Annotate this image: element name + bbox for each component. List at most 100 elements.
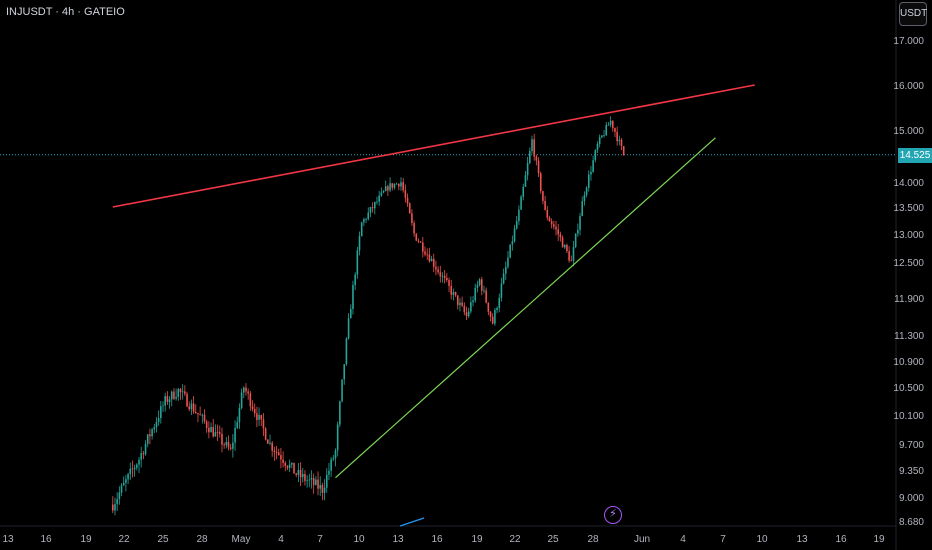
candle-body — [306, 480, 308, 482]
candle-body — [153, 427, 156, 430]
candle-body — [419, 241, 422, 243]
candle-body — [186, 393, 188, 407]
candle-body — [299, 469, 302, 478]
candle-body — [518, 209, 520, 222]
candle-body — [563, 244, 566, 248]
candle-body — [524, 175, 527, 187]
candle-body — [542, 191, 544, 201]
candle-body — [387, 186, 389, 191]
candle-body — [194, 411, 197, 413]
candle-body — [229, 447, 232, 449]
candle-body — [260, 415, 263, 420]
candle-body — [406, 197, 409, 204]
resistance-trendline[interactable] — [112, 84, 755, 208]
candle-body — [448, 279, 450, 286]
candle-body — [592, 160, 594, 172]
candle-body — [531, 139, 533, 152]
candle-body — [212, 427, 215, 437]
candle-body — [494, 310, 496, 324]
candle-body — [480, 279, 483, 291]
candle-body — [146, 434, 149, 444]
candle-body — [256, 413, 258, 420]
candle-body — [315, 479, 317, 485]
candle-body — [245, 387, 247, 392]
candle-body — [437, 269, 439, 273]
candle-body — [347, 318, 350, 339]
candle-body — [210, 427, 212, 433]
candle-body — [583, 195, 586, 202]
candle-body — [555, 226, 557, 230]
symbol-title[interactable]: INJUSDT · 4h · GATEIO — [6, 6, 125, 18]
candle-body — [603, 135, 605, 137]
candle-body — [367, 212, 370, 220]
time-tick-label: 13 — [796, 534, 808, 545]
time-tick-label: 7 — [317, 534, 323, 545]
time-tick-label: 4 — [680, 534, 686, 545]
candle-body — [472, 300, 474, 303]
time-tick-label: 16 — [835, 534, 847, 545]
candle-body — [620, 139, 623, 147]
candle-body — [566, 244, 568, 252]
candle-body — [522, 186, 525, 197]
candle-body — [225, 441, 228, 446]
candle-body — [308, 479, 311, 481]
candle-body — [339, 401, 341, 425]
candle-body — [568, 251, 570, 261]
time-tick-label: May — [232, 534, 251, 545]
candle-body — [273, 450, 276, 453]
candle-body — [312, 478, 315, 485]
price-axis[interactable]: 17.000 16.000 15.000 14.000 13.500 13.000 12.5… — [893, 36, 924, 528]
candle-body — [598, 137, 601, 144]
candle-body — [131, 468, 134, 470]
candle-body — [529, 151, 531, 163]
candle-body — [138, 459, 140, 465]
candle-body — [456, 295, 459, 306]
candle-body — [498, 297, 501, 308]
price-tick-label: 17.000 — [893, 36, 924, 47]
candle-body — [234, 427, 236, 443]
candle-body — [280, 455, 282, 460]
candle-body — [537, 160, 540, 174]
candle-body — [400, 182, 402, 187]
currency-unit-button[interactable]: USDT — [899, 2, 927, 26]
price-tick-label: 9.350 — [899, 466, 924, 477]
candle-body — [483, 290, 485, 292]
lightning-icon[interactable]: ⚡ — [604, 506, 622, 524]
support-trendline[interactable] — [335, 137, 716, 479]
candle-body — [577, 229, 579, 234]
candle-body — [144, 443, 147, 455]
candle-body — [288, 464, 291, 468]
candle-body — [199, 414, 201, 416]
candle-body — [548, 217, 551, 222]
price-tick-label: 11.900 — [894, 294, 924, 305]
candle-body — [622, 146, 625, 155]
candle-body — [489, 311, 492, 317]
candle-body — [301, 473, 304, 478]
candle-body — [269, 442, 271, 444]
candle-body — [461, 302, 463, 306]
candle-body — [238, 408, 241, 423]
time-axis[interactable]: 13 16 19 22 25 28 May 4 7 10 13 16 19 22 25 28 Jun 4 7 10 13… — [2, 534, 885, 545]
candle-body — [323, 487, 326, 493]
price-tick-label: 11.300 — [894, 331, 924, 342]
candle-body — [520, 196, 522, 210]
candle-body — [179, 389, 182, 393]
candle-body — [408, 203, 411, 214]
time-tick-label: 22 — [509, 534, 521, 545]
candle-body — [140, 453, 142, 460]
candle-body — [136, 464, 138, 468]
candle-body — [120, 485, 123, 493]
price-tick-label: 12.500 — [893, 258, 924, 269]
candle-body — [232, 442, 234, 449]
candle-body — [426, 254, 428, 256]
price-tick-label: 15.000 — [893, 126, 924, 137]
candle-body — [243, 387, 245, 393]
candle-body — [310, 478, 313, 480]
candle-body — [168, 399, 171, 403]
time-tick-label: 19 — [873, 534, 885, 545]
candle-body — [177, 389, 180, 397]
candle-body — [380, 192, 383, 196]
candle-body — [188, 406, 191, 410]
candle-body — [223, 444, 225, 446]
